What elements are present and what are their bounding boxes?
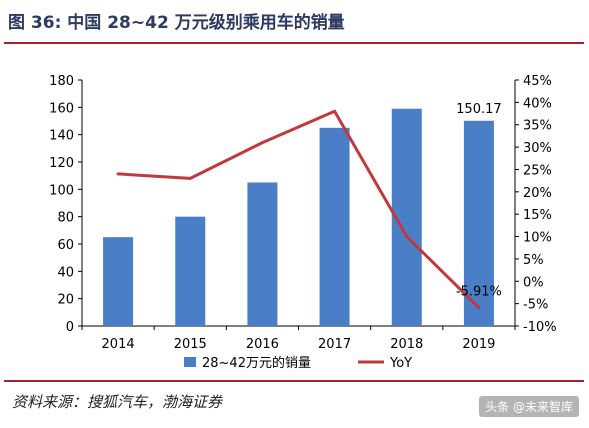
yoy-point	[405, 235, 409, 239]
right-axis-tick-label: -5%	[523, 298, 548, 313]
x-axis-tick-label: 2015	[174, 337, 207, 352]
bar	[463, 120, 494, 326]
bar	[103, 237, 134, 326]
data-label: 150.17	[456, 102, 502, 117]
watermark: 头条 @未来智库	[479, 396, 579, 417]
footer-rule	[4, 380, 584, 382]
legend-label: YoY	[389, 356, 412, 371]
yoy-point	[477, 306, 481, 310]
yoy-line	[117, 109, 480, 309]
x-axis-tick-label: 2019	[462, 337, 495, 352]
right-axis-tick-label: 10%	[523, 231, 552, 246]
chart-title: 图 36: 中国 28~42 万元级别乘用车的销量	[8, 13, 345, 33]
x-axis-tick-label: 2016	[246, 337, 279, 352]
right-axis-tick-label: 20%	[523, 186, 552, 201]
x-axis-tick-label: 2014	[102, 337, 135, 352]
left-axis-tick-label: 20	[57, 293, 74, 308]
yoy-point	[188, 176, 192, 180]
title-rule	[4, 42, 584, 44]
left-axis-tick-label: 160	[49, 101, 74, 116]
right-axis-tick-label: -10%	[523, 320, 557, 335]
right-axis-tick-label: 35%	[523, 119, 552, 134]
legend-label: 28~42万元的销量	[202, 355, 311, 371]
yoy-point	[116, 172, 120, 176]
left-axis-tick-label: 140	[49, 129, 74, 144]
right-axis-tick-label: 15%	[523, 208, 552, 223]
left-axis-tick-label: 100	[49, 183, 74, 198]
bar	[175, 216, 206, 326]
left-axis-tick-label: 40	[57, 265, 74, 280]
right-axis-tick-label: 25%	[523, 163, 552, 178]
left-axis-tick-label: 120	[49, 156, 74, 171]
bar	[247, 182, 278, 326]
left-axis-tick-label: 180	[49, 74, 74, 89]
left-axis-tick-label: 0	[66, 320, 74, 335]
yoy-point	[260, 141, 264, 145]
x-axis-tick-label: 2018	[390, 337, 423, 352]
left-axis-tick-label: 80	[57, 211, 74, 226]
right-axis-tick-label: 5%	[523, 253, 544, 268]
x-axis-tick-label: 2017	[318, 337, 351, 352]
data-label: -5.91%	[456, 285, 502, 300]
yoy-point	[333, 109, 337, 113]
right-axis-tick-label: 0%	[523, 275, 544, 290]
right-axis-tick-label: 30%	[523, 141, 552, 156]
left-axis-tick-label: 60	[57, 238, 74, 253]
right-axis-tick-label: 40%	[523, 96, 552, 111]
right-axis-tick-label: 45%	[523, 74, 552, 89]
source-note: 资料来源：搜狐汽车，渤海证券	[12, 393, 223, 411]
legend-swatch-bars	[184, 357, 196, 367]
bar	[319, 127, 350, 326]
